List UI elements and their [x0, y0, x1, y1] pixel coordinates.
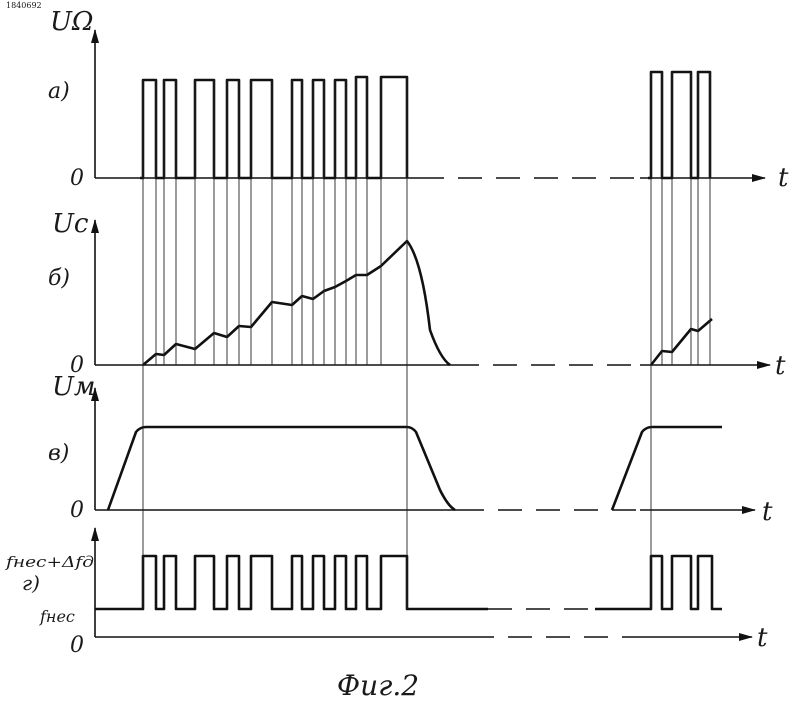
panel-b-ramp-curve: [143, 241, 450, 365]
panel-d-letter: г): [22, 571, 40, 595]
panel-a-x-label: t: [778, 163, 789, 193]
panel-c-x-label: t: [762, 497, 773, 527]
panel-a: UΩ a) 0 t: [48, 7, 789, 193]
panel-b-x-label: t: [775, 351, 786, 381]
panel-a-letter: a): [48, 79, 70, 104]
panel-d-fsk-signal-2: [595, 556, 722, 609]
figure-caption: Фиг.2: [337, 669, 419, 702]
panel-c-y-label: Uм: [52, 372, 95, 402]
panel-d-level-high: fнес+Δfд: [5, 553, 94, 571]
panel-d-level-low: fнес: [39, 607, 75, 626]
panel-b-y-label: Uc: [52, 209, 89, 239]
corner-mark: 1840692: [6, 1, 42, 10]
panel-d: fнес+Δfд г) fнес 0 t: [5, 528, 768, 658]
panel-c-envelope: [108, 427, 455, 510]
panel-c-zero: 0: [70, 498, 84, 523]
panel-a-pulse-train-2: [648, 72, 710, 178]
panel-a-y-label: UΩ: [50, 7, 93, 37]
panel-b-ramp-curve-2: [651, 319, 712, 365]
panel-c: Uм в) 0 t: [48, 372, 773, 527]
panel-d-zero: 0: [70, 633, 84, 658]
panel-c-envelope-2: [612, 427, 722, 510]
panel-b: Uc б) 0 t: [48, 209, 786, 381]
panel-c-letter: в): [48, 441, 69, 466]
panel-a-zero: 0: [70, 166, 84, 191]
panel-d-x-label: t: [757, 623, 768, 653]
panel-d-fsk-signal: [95, 556, 488, 609]
panel-b-letter: б): [48, 266, 70, 291]
